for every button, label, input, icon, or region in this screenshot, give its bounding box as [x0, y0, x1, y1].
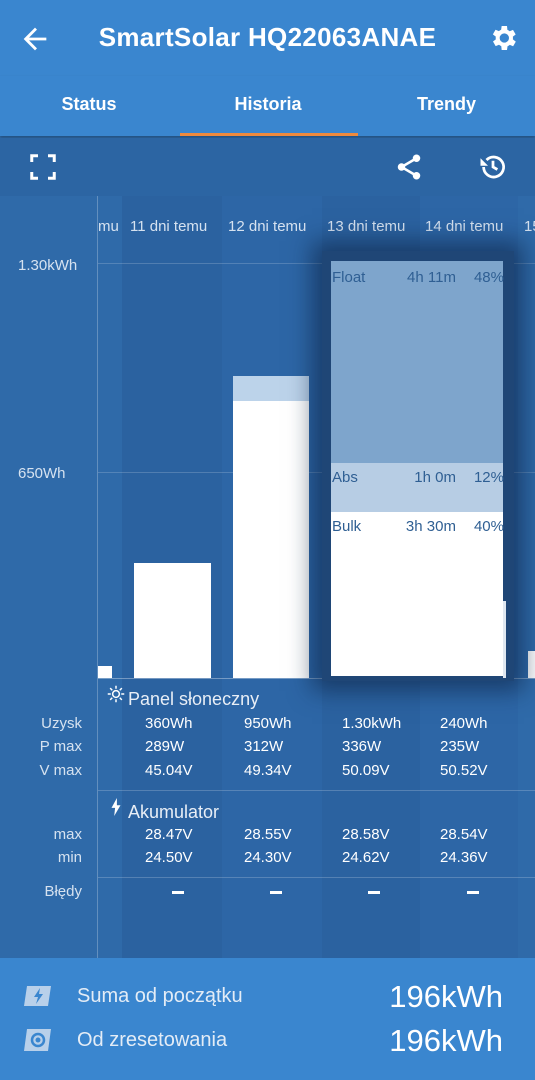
cell: 28.54V [440, 826, 488, 843]
float-pct: 48% [473, 269, 504, 286]
day-label[interactable]: 13 dni temu [327, 218, 406, 235]
cell: 950Wh [244, 715, 292, 732]
cell: 235W [440, 738, 480, 755]
sun-icon [107, 685, 125, 703]
bulk-row: Bulk 3h 30m 40% [332, 518, 504, 535]
bar-partial-left [98, 666, 112, 678]
total-since-start-value: 196kWh [389, 979, 503, 1014]
abs-segment [331, 463, 503, 512]
cell: 28.58V [342, 826, 390, 843]
active-tab-indicator [180, 133, 358, 136]
selected-day-breakdown[interactable]: Float 4h 11m 48% Abs 1h 0m 12% Bulk 3h 3… [322, 251, 514, 681]
page-title: SmartSolar HQ22063ANAE [98, 22, 437, 52]
total-since-start-label: Suma od początku [77, 985, 243, 1007]
bulk-segment [331, 512, 503, 676]
bulk-time: 3h 30m [405, 518, 456, 535]
tab-label: Status [61, 94, 117, 114]
float-time: 4h 11m [407, 269, 456, 286]
day-label[interactable]: 12 dni temu [228, 218, 307, 235]
solar-section-title: Panel słoneczny [128, 689, 260, 709]
cell: 1.30kWh [342, 715, 402, 732]
fullscreen-icon[interactable] [28, 152, 58, 182]
cell: 336W [342, 738, 382, 755]
row-label-uzysk: Uzysk [41, 715, 82, 732]
error-dash [172, 891, 184, 894]
cell: 28.55V [244, 826, 292, 843]
abs-pct: 12% [473, 469, 504, 486]
cell: 28.47V [145, 826, 193, 843]
history-panel[interactable]: 1.30kWh 650Wh mu 11 dni temu 12 dni temu… [0, 196, 535, 958]
cell: 24.30V [244, 849, 292, 866]
abs-row: Abs 1h 0m 12% [332, 469, 504, 486]
float-label: Float [332, 269, 366, 286]
cell: 312W [244, 738, 284, 755]
cell: 24.62V [342, 849, 390, 866]
cell: 24.36V [440, 849, 488, 866]
row-label-pmax: P max [39, 738, 82, 755]
reset-circle-icon [24, 1029, 51, 1051]
top-bar: SmartSolar HQ22063ANAE [0, 0, 535, 76]
x-axis [98, 678, 535, 679]
cell: 24.50V [145, 849, 193, 866]
bar-partial-right [528, 651, 535, 678]
error-dash [368, 891, 380, 894]
cell: 50.52V [440, 762, 488, 779]
bolt-icon [111, 798, 121, 816]
divider [98, 790, 535, 791]
chart-toolbar [0, 138, 535, 196]
tab-status[interactable]: Status [0, 76, 178, 136]
bulk-pct: 40% [473, 518, 504, 535]
gear-icon[interactable] [487, 22, 519, 54]
y-axis [97, 196, 98, 958]
battery-section-title: Akumulator [128, 802, 220, 822]
share-icon[interactable] [394, 152, 424, 182]
y-tick-label: 650Wh [18, 465, 66, 482]
history-icon[interactable] [478, 152, 508, 182]
tab-label: Trendy [416, 94, 477, 114]
bar-14-dni-temu-edge [503, 601, 506, 678]
total-since-reset-value: 196kWh [389, 1023, 503, 1058]
row-label-max: max [53, 826, 82, 843]
arrow-left-icon[interactable] [18, 22, 52, 56]
abs-label: Abs [332, 469, 358, 486]
gridline [98, 263, 535, 264]
y-tick-label: 1.30kWh [18, 257, 78, 274]
bolt-badge-icon [24, 986, 51, 1006]
cell: 360Wh [145, 715, 193, 732]
row-label-min: min [57, 849, 82, 866]
bar-11-dni-temu[interactable] [134, 563, 211, 678]
row-label-vmax: V max [39, 762, 82, 779]
bar-12-dni-temu[interactable] [233, 401, 309, 678]
tab-bar: Status Historia Trendy [0, 76, 535, 136]
tab-trendy[interactable]: Trendy [358, 76, 535, 136]
day-label: 15 [524, 218, 535, 235]
abs-time: 1h 0m [414, 469, 456, 486]
day-label[interactable]: 14 dni temu [425, 218, 504, 235]
tab-historia[interactable]: Historia [178, 76, 358, 136]
cell: 289W [145, 738, 185, 755]
tab-label: Historia [234, 94, 302, 114]
cell: 45.04V [145, 762, 193, 779]
bulk-label: Bulk [332, 518, 362, 535]
day-label: mu [98, 218, 119, 235]
error-dash [270, 891, 282, 894]
error-dash [467, 891, 479, 894]
cell: 240Wh [440, 715, 488, 732]
totals-panel: Suma od początku 196kWh Od zresetowania … [0, 958, 535, 1080]
float-segment [331, 261, 503, 463]
divider [98, 877, 535, 878]
cell: 50.09V [342, 762, 390, 779]
cell: 49.34V [244, 762, 292, 779]
bar-segment-abs [233, 376, 309, 402]
gridline [98, 472, 535, 473]
row-label-bledy: Błędy [44, 883, 82, 900]
float-row: Float 4h 11m 48% [332, 269, 504, 286]
total-since-reset-label: Od zresetowania [77, 1029, 228, 1051]
day-label[interactable]: 11 dni temu [130, 218, 208, 235]
